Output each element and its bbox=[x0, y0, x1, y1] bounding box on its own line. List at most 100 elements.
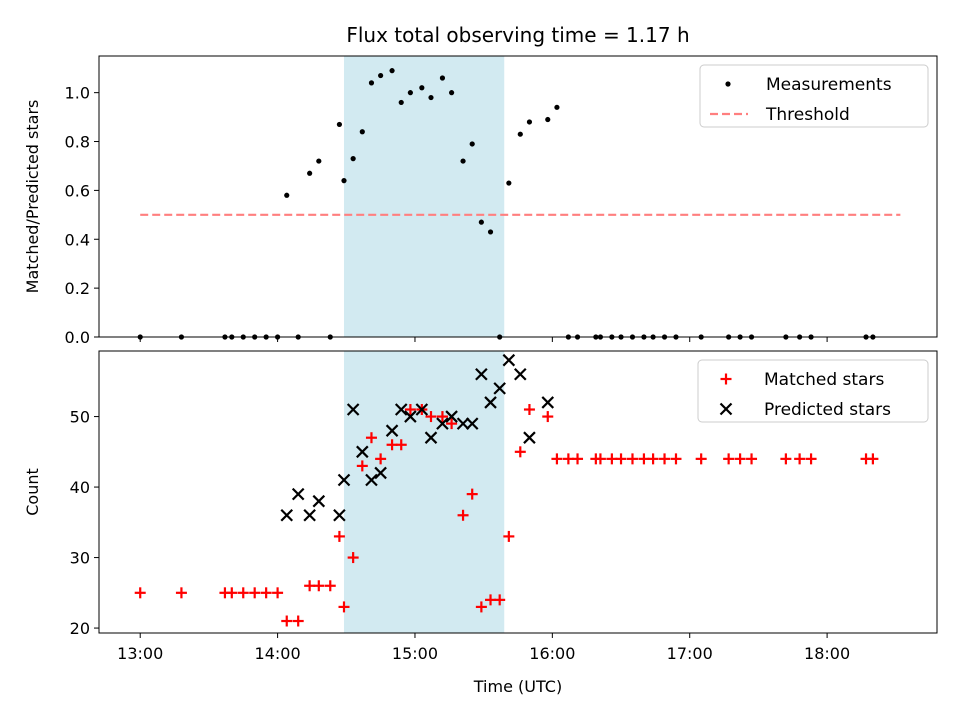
y-tick-label: 0.8 bbox=[65, 133, 90, 152]
predicted-star-point bbox=[385, 424, 399, 437]
matched-star-point bbox=[805, 453, 817, 465]
predicted-star-point bbox=[365, 473, 378, 487]
matched-star-point bbox=[457, 509, 469, 521]
measurement-point bbox=[368, 80, 375, 86]
measurement-point bbox=[439, 75, 446, 81]
x-tick-label: 13:00 bbox=[117, 644, 163, 663]
predicted-star-point bbox=[456, 417, 470, 430]
matched-star-point bbox=[272, 587, 284, 599]
predicted-star-point bbox=[404, 410, 417, 423]
y-tick-label: 30 bbox=[70, 549, 90, 568]
matched-star-point bbox=[338, 601, 350, 613]
predicted-star-point bbox=[493, 382, 506, 395]
measurement-point bbox=[419, 85, 425, 91]
bottom-x-ticks: 13:00 14:00 15:00 16:00 17:00 18:00 bbox=[117, 633, 850, 663]
predicted-star-point bbox=[502, 353, 516, 367]
matched-star-point bbox=[313, 580, 325, 592]
predicted-star-point bbox=[445, 410, 458, 423]
predicted-star-point bbox=[436, 417, 449, 430]
top-y-ticks: 0.0 0.2 0.4 0.6 0.8 1.0 bbox=[65, 84, 99, 347]
measurement-point bbox=[487, 229, 494, 235]
matched-star-point bbox=[395, 439, 407, 451]
predicted-star-point bbox=[303, 508, 316, 522]
matched-star-point bbox=[670, 453, 682, 465]
x-tick-label: 16:00 bbox=[529, 644, 575, 663]
x-tick-label: 18:00 bbox=[804, 644, 850, 663]
matched-star-point bbox=[324, 580, 336, 592]
measurement-point bbox=[389, 68, 395, 74]
matched-star-point bbox=[542, 411, 554, 423]
y-tick-label: 20 bbox=[70, 619, 90, 638]
matched-star-point bbox=[249, 587, 261, 599]
predicted-star-point bbox=[333, 508, 346, 522]
matched-star-point bbox=[615, 453, 627, 465]
predicted-star-point bbox=[291, 487, 305, 501]
matched-star-point bbox=[292, 615, 304, 627]
measurement-point bbox=[449, 90, 455, 96]
bottom-shaded-span bbox=[343, 351, 505, 633]
measurement-point bbox=[554, 104, 560, 110]
measurement-point bbox=[407, 90, 413, 96]
y-tick-label: 40 bbox=[70, 478, 90, 497]
matched-star-point bbox=[425, 411, 437, 423]
chart-title: Flux total observing time = 1.17 h bbox=[346, 23, 689, 47]
predicted-star-point bbox=[514, 367, 527, 381]
measurement-point bbox=[316, 158, 322, 164]
matched-star-point bbox=[734, 453, 746, 465]
legend-swatch bbox=[719, 402, 733, 416]
measurement-point bbox=[460, 158, 466, 164]
legend-box bbox=[697, 359, 929, 423]
measurement-point bbox=[517, 131, 523, 137]
x-axis-label: Time (UTC) bbox=[473, 677, 562, 696]
predicted-star-point bbox=[280, 508, 294, 522]
measurement-point bbox=[469, 141, 475, 147]
matched-star-point bbox=[523, 404, 535, 416]
measurement-point bbox=[359, 129, 365, 135]
matched-star-point bbox=[446, 418, 458, 430]
matched-star-point bbox=[237, 587, 249, 599]
matched-star-point bbox=[494, 594, 506, 606]
matched-star-point bbox=[794, 453, 806, 465]
y-tick-label: 0.4 bbox=[65, 230, 90, 249]
measurement-point bbox=[545, 116, 551, 123]
bottom-legend: Matched stars Predicted stars bbox=[697, 359, 929, 423]
matched-star-point bbox=[356, 460, 368, 472]
legend-swatch bbox=[720, 373, 732, 385]
measurement-point bbox=[478, 219, 484, 225]
legend-label: Measurements bbox=[766, 75, 892, 95]
bottom-series-layer bbox=[134, 353, 879, 627]
matched-star-point bbox=[347, 552, 359, 564]
matched-star-point bbox=[746, 453, 758, 465]
matched-star-point bbox=[436, 411, 448, 423]
matched-star-point bbox=[226, 587, 238, 599]
predicted-star-point bbox=[337, 473, 351, 487]
legend-label: Predicted stars bbox=[764, 400, 891, 420]
measurement-point bbox=[350, 156, 356, 162]
matched-star-point bbox=[594, 453, 606, 465]
matched-star-point bbox=[723, 453, 735, 465]
matched-star-point bbox=[333, 530, 345, 542]
measurement-point bbox=[506, 180, 512, 186]
predicted-star-point bbox=[312, 494, 326, 508]
measurement-point bbox=[341, 178, 347, 184]
bottom-axes-frame bbox=[98, 350, 938, 634]
predicted-star-point bbox=[424, 431, 438, 444]
predicted-star-point bbox=[356, 445, 369, 459]
legend-box bbox=[699, 64, 929, 128]
y-tick-label: 0.0 bbox=[65, 328, 90, 347]
measurement-point bbox=[378, 72, 384, 79]
matched-star-point bbox=[780, 453, 792, 465]
predicted-star-point bbox=[475, 367, 488, 381]
matched-star-point bbox=[260, 587, 272, 599]
matched-star-point bbox=[365, 432, 377, 444]
bottom-y-ticks: 20 30 40 50 bbox=[70, 408, 99, 638]
predicted-star-point bbox=[374, 466, 387, 480]
legend-label: Threshold bbox=[765, 105, 850, 125]
predicted-star-point bbox=[523, 431, 536, 444]
matched-star-point bbox=[175, 587, 187, 599]
matched-star-point bbox=[281, 615, 293, 627]
y-tick-label: 0.2 bbox=[65, 279, 90, 298]
matched-star-point bbox=[404, 404, 416, 416]
